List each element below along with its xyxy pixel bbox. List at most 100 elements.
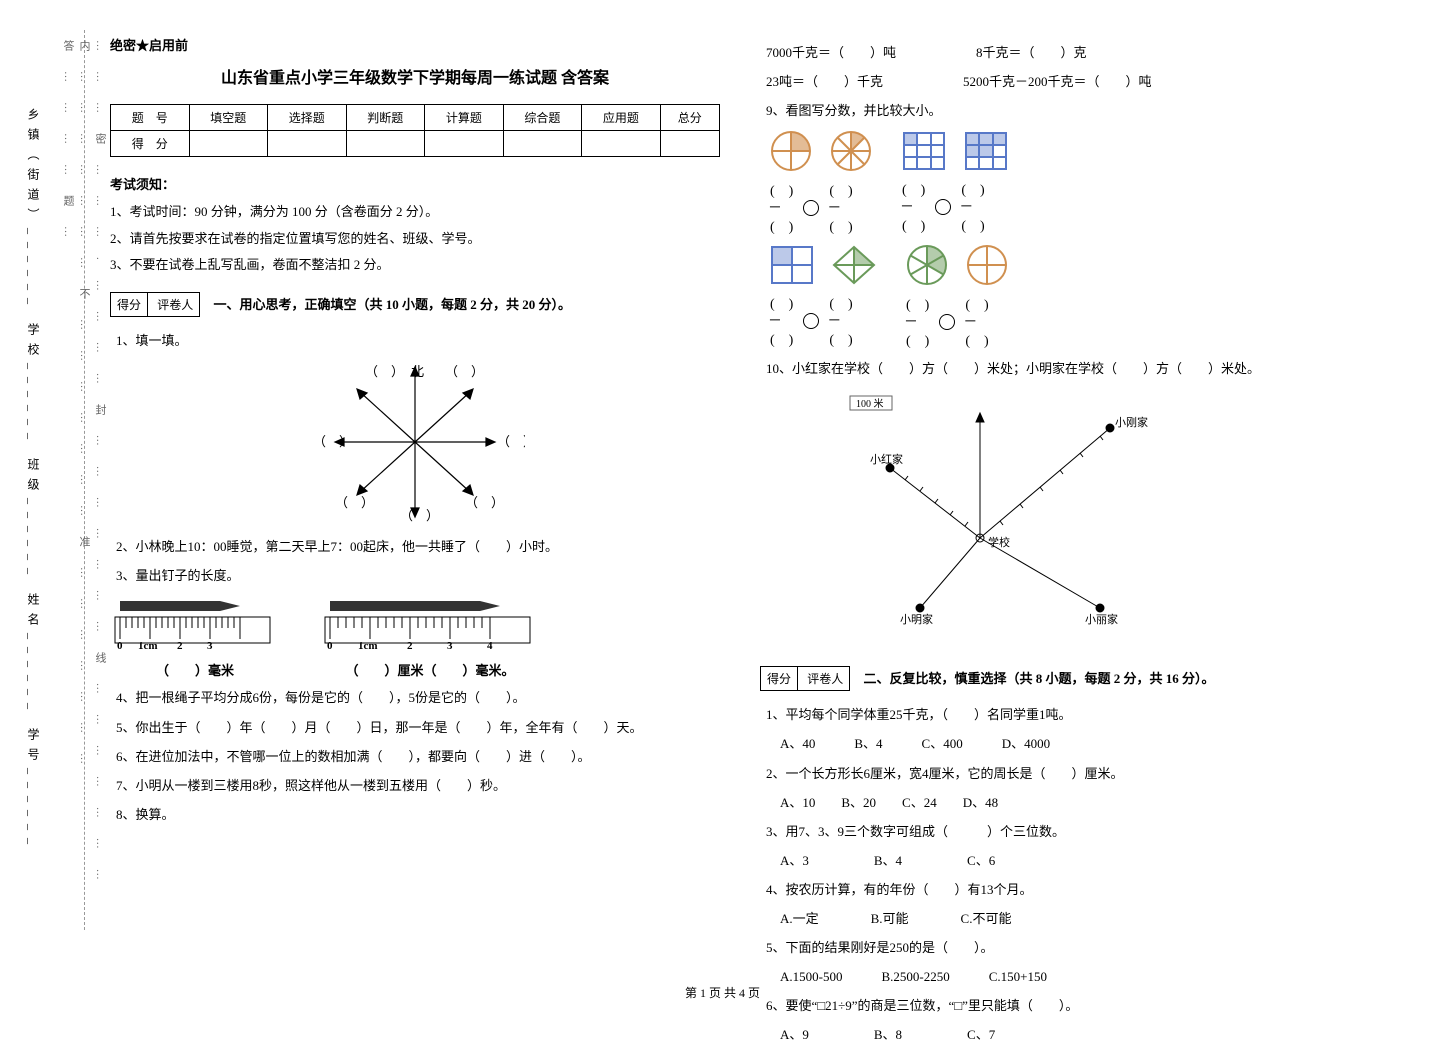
binding-inner: ………密……….…………封…………………线…………………内…………………不………… <box>60 40 108 920</box>
q4: 4、把一根绳子平均分成6份，每份是它的（ ），5份是它的（ ）。 <box>110 687 720 709</box>
svg-text:学校: 学校 <box>988 535 1010 549</box>
svg-text:小明家: 小明家 <box>900 612 933 626</box>
p2q4: 4、按农历计算，有的年份（ ）有13个月。 <box>760 879 1370 901</box>
svg-text:0: 0 <box>117 640 123 650</box>
svg-text:（ ）: （ ） <box>445 364 484 379</box>
svg-text:100 米: 100 米 <box>856 397 884 410</box>
svg-text:3: 3 <box>447 640 453 650</box>
svg-text:北: 北 <box>411 364 424 379</box>
svg-text:小刚家: 小刚家 <box>1115 415 1148 429</box>
q7: 7、小明从一楼到三楼用8秒，照这样他从一楼到五楼用（ ）秒。 <box>110 775 720 797</box>
table-row: 得 分 <box>111 131 720 157</box>
scorer-pingjuan: 评卷人 <box>151 293 199 316</box>
svg-text:（ ）: （ ） <box>335 495 374 510</box>
svg-text:小红家: 小红家 <box>870 452 903 466</box>
right-column: 7000千克＝（ ）吨 8千克＝（ ）克 23吨＝（ ）千克 5200千克－20… <box>760 35 1370 1054</box>
svg-text:（ ）: （ ） <box>497 434 525 449</box>
rule-item: 3、不要在试卷上乱写乱画，卷面不整洁扣 2 分。 <box>110 255 720 276</box>
exam-rules: 考试须知： 1、考试时间：90 分钟，满分为 100 分（含卷面分 2 分）。 … <box>110 175 720 276</box>
td: 得 分 <box>111 131 190 157</box>
circle-quarters-icon <box>770 130 812 172</box>
p2q1-opts: A、40 B、4 C、400 D、4000 <box>760 733 1370 755</box>
th: 判断题 <box>346 105 425 131</box>
q1: 1、填一填。 <box>110 330 720 352</box>
conv4: 5200千克－200千克＝（ ）吨 <box>963 71 1152 93</box>
td <box>582 131 661 157</box>
rule-item: 2、请首先按要求在试卷的指定位置填写您的姓名、班级、学号。 <box>110 229 720 250</box>
td <box>425 131 504 157</box>
map-diagram: 100 米 小红家 小刚家 学校 小明家 小丽家 <box>800 388 1370 642</box>
svg-text:2: 2 <box>177 640 183 650</box>
ruler2-icon: 0 1cm 2 3 4 <box>320 595 540 650</box>
td <box>346 131 425 157</box>
scorer-box: 得分 评卷人 <box>110 292 200 317</box>
p2q2: 2、一个长方形长6厘米，宽4厘米，它的周长是（ ）厘米。 <box>760 763 1370 785</box>
svg-text:4: 4 <box>487 640 493 650</box>
rules-heading: 考试须知： <box>110 175 720 196</box>
td <box>189 131 268 157</box>
p2q1: 1、平均每个同学体重25千克，（ ）名同学重1吨。 <box>760 704 1370 726</box>
td <box>503 131 582 157</box>
q10: 10、小红家在学校（ ）方（ ）米处；小明家在学校（ ）方（ ）米处。 <box>760 358 1370 380</box>
page-footer: 第 1 页 共 4 页 <box>0 984 1445 1001</box>
th: 选择题 <box>268 105 347 131</box>
grid-3x3-5-icon <box>964 131 1008 171</box>
p2q6-opts: A、9 B、8 C、7 <box>760 1024 1370 1046</box>
q3: 3、量出钉子的长度。 <box>110 565 720 587</box>
svg-text:小丽家: 小丽家 <box>1085 612 1118 626</box>
fraction-diagrams: ( )─( )( )─( ) ( )─( )( )─( ) <box>770 130 1370 236</box>
th: 题 号 <box>111 105 190 131</box>
page-content: 绝密★启用前 山东省重点小学三年级数学下学期每周一练试题 含答案 题 号 填空题… <box>110 35 1410 1054</box>
part1-title: 一、用心思考，正确填空（共 10 小题，每题 2 分，共 20 分）。 <box>214 297 572 312</box>
svg-text:0: 0 <box>327 640 333 650</box>
svg-text:2: 2 <box>407 640 413 650</box>
th: 综合题 <box>503 105 582 131</box>
exam-title: 山东省重点小学三年级数学下学期每周一练试题 含答案 <box>110 64 720 88</box>
ruler1-caption: （ ）毫米 <box>110 660 280 679</box>
th: 填空题 <box>189 105 268 131</box>
scorer-pingjuan: 评卷人 <box>801 667 849 690</box>
svg-text:（ ）: （ ） <box>365 364 404 379</box>
q9: 9、看图写分数，并比较大小。 <box>760 100 1370 122</box>
rule-item: 1、考试时间：90 分钟，满分为 100 分（含卷面分 2 分）。 <box>110 202 720 223</box>
p2q2-opts: A、10 B、20 C、24 D、48 <box>760 792 1370 814</box>
p2q3: 3、用7、3、9三个数字可组成（ ）个三位数。 <box>760 821 1370 843</box>
svg-text:（ ）: （ ） <box>400 508 439 522</box>
td <box>268 131 347 157</box>
conv1: 7000千克＝（ ）吨 <box>766 42 896 64</box>
p2q5: 5、下面的结果刚好是250的是（ ）。 <box>760 937 1370 959</box>
scorer-box-2: 得分 评卷人 <box>760 666 850 691</box>
score-table: 题 号 填空题 选择题 判断题 计算题 综合题 应用题 总分 得 分 <box>110 104 720 157</box>
diamond-quarters-icon <box>832 245 876 285</box>
svg-text:（ ）: （ ） <box>465 495 504 510</box>
table-row: 题 号 填空题 选择题 判断题 计算题 综合题 应用题 总分 <box>111 105 720 131</box>
ruler-diagrams: 0 1cm 2 3 （ ）毫米 <box>110 595 720 679</box>
circle-eighths-icon <box>830 130 872 172</box>
ruler1-icon: 0 1cm 2 3 <box>110 595 280 650</box>
ruler2-caption: （ ）厘米（ ）毫米。 <box>320 660 540 679</box>
part2-title: 二、反复比较，慎重选择（共 8 小题，每题 2 分，共 16 分）。 <box>864 671 1215 686</box>
conv3: 23吨＝（ ）千克 <box>766 71 883 93</box>
svg-text:3: 3 <box>207 640 213 650</box>
q5: 5、你出生于（ ）年（ ）月（ ）日，那一年是（ ）年，全年有（ ）天。 <box>110 717 720 739</box>
q8: 8、换算。 <box>110 804 720 826</box>
scorer-defen: 得分 <box>111 293 148 316</box>
fraction-diagrams-2: ( )─( )( )─( ) ( )─( )( )─( ) <box>770 244 1370 350</box>
q6: 6、在进位加法中，不管哪一位上的数相加满（ ），都要向（ ）进（ ）。 <box>110 746 720 768</box>
svg-text:1cm: 1cm <box>138 640 158 650</box>
compass-diagram: （ ） 北 （ ） （ ） （ ） （ ） （ ） （ ） <box>295 362 535 526</box>
circle-half-icon <box>966 244 1008 286</box>
svg-text:（ ）: （ ） <box>313 434 352 449</box>
th: 总分 <box>660 105 719 131</box>
q2: 2、小林晚上10：00睡觉，第二天早上7：00起床，他一共睡了（ ）小时。 <box>110 536 720 558</box>
circle-sixths-icon <box>906 244 948 286</box>
scorer-defen: 得分 <box>761 667 798 690</box>
p2q3-opts: A、3 B、4 C、6 <box>760 850 1370 872</box>
secret-label: 绝密★启用前 <box>110 35 720 54</box>
binding-outer: 乡镇（街道）______ 学校______ 班级______ 姓名______ … <box>25 40 42 920</box>
grid-2x2-icon <box>770 245 814 285</box>
left-column: 绝密★启用前 山东省重点小学三年级数学下学期每周一练试题 含答案 题 号 填空题… <box>110 35 720 1054</box>
p2q4-opts: A.一定 B.可能 C.不可能 <box>760 908 1370 930</box>
th: 计算题 <box>425 105 504 131</box>
svg-text:1cm: 1cm <box>358 640 378 650</box>
